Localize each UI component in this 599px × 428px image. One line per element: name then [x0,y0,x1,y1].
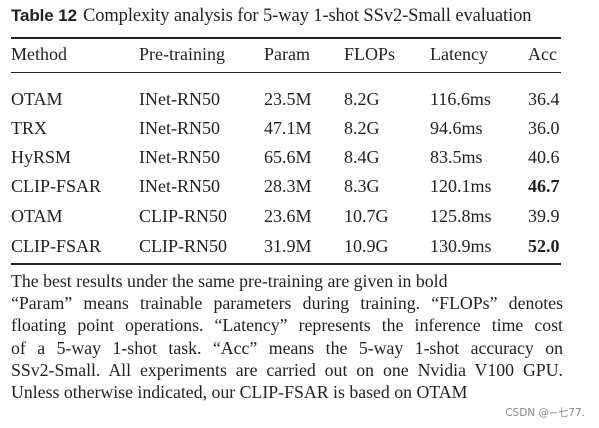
header-param: Param [264,44,310,64]
table-caption: Table 12 Complexity analysis for 5-way 1-… [11,6,532,27]
cell-acc: 52.0 [528,236,560,256]
cell-latency: 116.6ms [430,89,491,109]
cell-flops: 8.3G [344,176,380,196]
cell-pretraining: INet-RN50 [139,89,220,109]
cell-flops: 8.2G [344,118,380,138]
footnote-line: The best results under the same pre-trai… [11,271,448,291]
cell-acc: 40.6 [528,147,560,167]
cell-latency: 120.1ms [430,176,492,196]
cell-latency: 130.9ms [430,236,492,256]
header-method: Method [11,44,67,64]
footnote-line: SSv2-Small. All experiments are carried … [11,359,563,380]
table-caption-text: Complexity analysis for 5-way 1-shot SSv… [82,6,532,26]
table-footnote: The best results under the same pre-trai… [11,270,563,403]
footnote-line: floating point operations. “Latency” rep… [11,315,563,336]
cell-param: 47.1M [264,118,312,138]
cell-flops: 10.7G [344,206,389,226]
cell-method: OTAM [11,89,63,109]
table-caption-label: Table 12 [11,6,77,25]
header-flops: FLOPs [344,44,396,64]
cell-flops: 8.4G [344,147,380,167]
watermark: CSDN @~七77. [505,407,585,419]
footnote-line: “Param” means trainable parameters durin… [11,293,563,314]
cell-param: 23.5M [264,89,312,109]
cell-method: CLIP-FSAR [11,176,102,196]
cell-flops: 10.9G [344,236,389,256]
cell-pretraining: CLIP-RN50 [139,236,228,256]
cell-method: OTAM [11,206,63,226]
cell-method: TRX [11,118,47,138]
cell-param: 31.9M [264,236,312,256]
cell-method: CLIP-FSAR [11,236,102,256]
cell-pretraining: CLIP-RN50 [139,206,228,226]
cell-acc: 46.7 [528,176,560,196]
cell-pretraining: INet-RN50 [139,176,220,196]
table-top-rule [11,37,561,39]
cell-acc: 36.4 [528,89,560,109]
cell-latency: 83.5ms [430,147,483,167]
cell-latency: 94.6ms [430,118,483,138]
cell-pretraining: INet-RN50 [139,147,220,167]
cell-method: HyRSM [11,147,72,167]
table-bottom-rule [11,263,561,265]
cell-pretraining: INet-RN50 [139,118,220,138]
cell-latency: 125.8ms [430,206,492,226]
header-pretraining: Pre-training [139,44,225,64]
header-latency: Latency [430,44,488,64]
cell-acc: 36.0 [528,118,560,138]
cell-acc: 39.9 [528,206,560,226]
footnote-line: of a 5-way 1-shot task. “Acc” means the … [11,337,563,358]
cell-param: 65.6M [264,147,312,167]
cell-param: 28.3M [264,176,312,196]
cell-flops: 8.2G [344,89,380,109]
cell-param: 23.6M [264,206,312,226]
footnote-line: Unless otherwise indicated, our CLIP-FSA… [11,382,468,403]
header-acc: Acc [528,44,557,64]
table-header-rule [11,72,561,73]
